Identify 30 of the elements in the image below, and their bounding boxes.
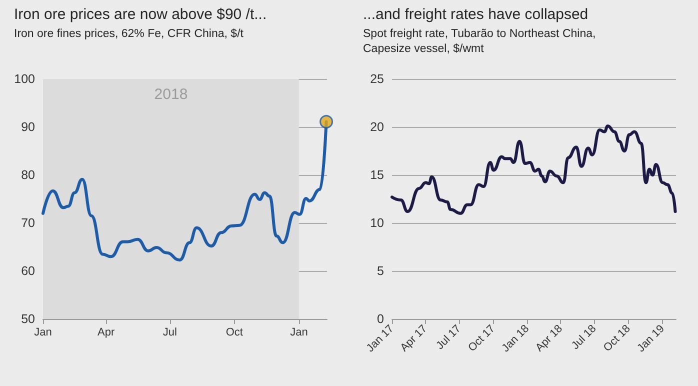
chart-subtitle: Iron ore fines prices, 62% Fe, CFR China, $/t [14, 27, 244, 42]
x-tick-label: Jan 18 [500, 322, 532, 355]
y-tick-label: 70 [21, 216, 36, 230]
band-label: 2018 [154, 86, 188, 103]
chart-title: Iron ore prices are now above $90 /t... [14, 6, 268, 23]
x-tick-label: Apr 18 [534, 322, 565, 354]
x-tick-label: Apr [98, 326, 116, 338]
x-tick-label: Jan [34, 326, 52, 338]
x-tick-label: Jan [290, 326, 308, 338]
y-tick-label: 90 [21, 120, 36, 134]
chart-subtitle: Spot freight rate, Tubarão to Northeast China, Capesize vessel, $/wmt [363, 27, 597, 57]
y-tick-label: 50 [21, 312, 36, 326]
y-tick-label: 60 [21, 264, 36, 278]
y-tick-label: 80 [21, 168, 36, 182]
y-tick-label: 100 [14, 72, 36, 86]
x-tick-label: Oct 18 [601, 322, 633, 354]
y-tick-label: 20 [370, 120, 384, 134]
y-tick-label: 15 [370, 168, 384, 182]
chart-title: ...and freight rates have collapsed [363, 6, 590, 23]
x-tick-label: Apr 17 [398, 322, 430, 354]
x-tick-label: Jul [162, 326, 177, 338]
x-tick-label: Jul 18 [569, 322, 599, 352]
y-tick-label: 10 [370, 216, 384, 230]
x-tick-label: Jan 19 [635, 322, 667, 355]
x-tick-label: Oct 17 [466, 322, 498, 354]
y-tick-label: 25 [370, 72, 384, 86]
y-tick-label: 5 [377, 264, 384, 278]
x-tick-label: Oct [226, 326, 243, 338]
line-series [390, 124, 677, 215]
x-tick-label: Jul 17 [434, 322, 464, 352]
